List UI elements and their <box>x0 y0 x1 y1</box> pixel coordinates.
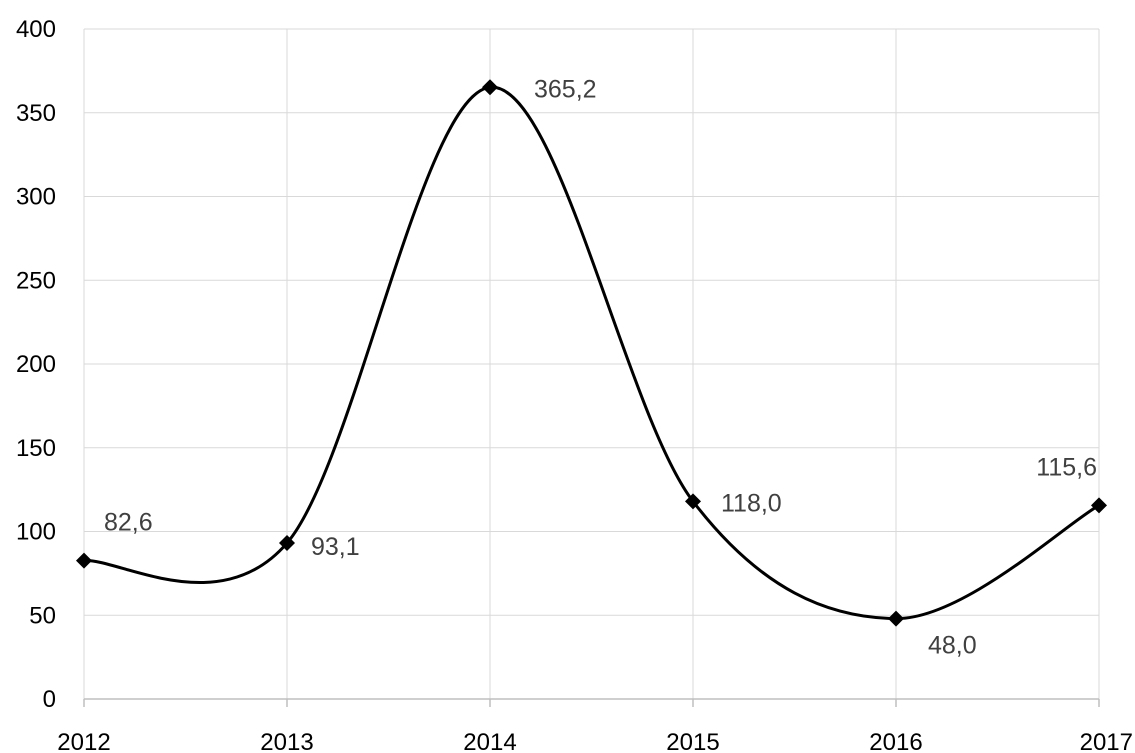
x-tick-label: 2012 <box>57 729 110 753</box>
x-tick-label: 2016 <box>869 729 922 753</box>
label-layer: 82,6 93,1 365,2 118,0 48,0 115,6 <box>104 75 1097 659</box>
data-point-marker <box>1091 497 1107 514</box>
x-tick-label: 2015 <box>666 729 719 753</box>
data-label: 115,6 <box>1036 453 1097 481</box>
y-tick-label: 100 <box>16 519 56 546</box>
x-tick-label: 2017 <box>1080 729 1133 753</box>
y-tick-label: 200 <box>16 351 56 378</box>
grid-layer <box>83 28 1100 699</box>
x-tick-label: 2013 <box>260 729 313 753</box>
data-label: 82,6 <box>104 509 153 537</box>
y-tick-label: 350 <box>16 100 56 127</box>
data-point-marker <box>279 535 295 552</box>
axis-layer: 0 50 100 150 200 250 300 350 400 2012 2013 2014 2015… <box>16 16 1133 753</box>
y-tick-label: 50 <box>29 602 56 629</box>
data-label: 365,2 <box>534 75 597 103</box>
y-tick-label: 300 <box>16 184 56 211</box>
y-tick-label: 0 <box>43 686 56 713</box>
data-point-marker <box>685 493 701 510</box>
data-point-marker <box>888 610 904 627</box>
data-point-marker <box>482 79 498 96</box>
data-label: 93,1 <box>311 533 360 561</box>
y-tick-label: 250 <box>16 267 56 294</box>
data-label: 48,0 <box>928 632 977 660</box>
series-line <box>83 85 1100 621</box>
x-tick-label: 2014 <box>463 729 516 753</box>
series-layer <box>76 79 1107 627</box>
data-label: 118,0 <box>721 489 782 517</box>
y-tick-label: 150 <box>16 435 56 462</box>
data-point-marker <box>76 552 92 569</box>
y-tick-label: 400 <box>16 16 56 43</box>
